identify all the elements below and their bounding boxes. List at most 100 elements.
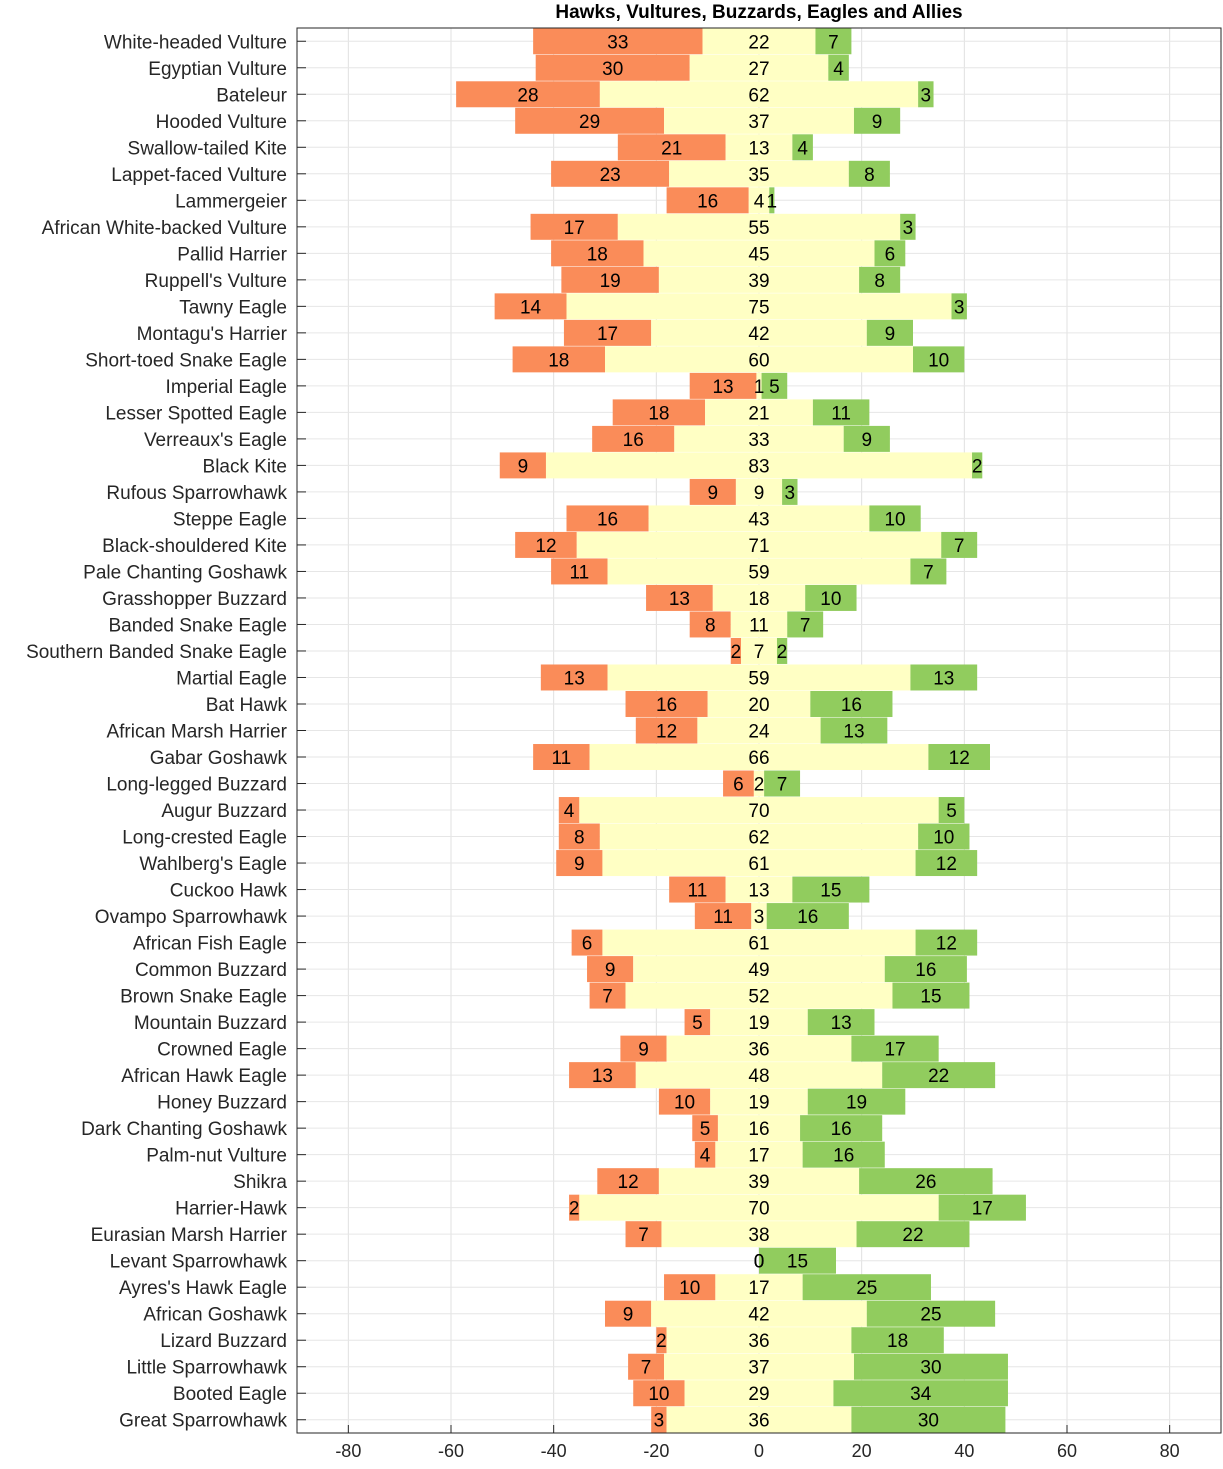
bar-right-segment [787,611,824,638]
category-label: Great Sparrowhawk [119,1411,287,1432]
data-label-left: 16 [597,509,618,530]
data-label-middle: 62 [748,85,769,106]
bar-left-segment [592,425,675,452]
data-label-right: 6 [885,244,896,265]
data-label-middle: 42 [748,1305,769,1326]
bar-middle-segment [579,797,939,824]
data-label-middle: 55 [748,218,769,239]
data-label-middle: 19 [748,1093,769,1114]
data-label-middle: 75 [748,297,769,318]
bar-right-segment [869,505,921,532]
bar-middle-segment [715,1141,803,1168]
data-label-right: 25 [856,1278,877,1299]
data-label-left: 11 [713,907,733,928]
data-label-right: 16 [841,695,862,716]
bar-middle-segment [674,425,844,452]
category-label: Ovampo Sparrowhawk [95,907,288,928]
category-label: Gabar Goshawk [150,748,288,769]
data-label-left: 17 [597,324,618,345]
bar-middle-segment [725,134,793,161]
data-label-left: 8 [574,828,585,849]
category-label: African Fish Eagle [133,934,287,955]
bar-right-segment [866,1300,996,1327]
data-label-middle: 71 [748,536,769,557]
bar-middle-segment [617,213,901,240]
bar-middle-segment [648,505,870,532]
data-label-left: 11 [551,748,571,769]
category-label: Lesser Spotted Eagle [105,403,287,424]
x-tick-label: 20 [852,1441,872,1461]
data-label-left: 23 [600,165,621,186]
bar-left-segment [689,478,736,505]
bar-middle-segment [658,1168,860,1195]
data-label-middle: 66 [748,748,769,769]
category-label: Banded Snake Eagle [108,615,287,636]
data-label-right: 13 [831,1013,852,1034]
bar-middle-segment [607,558,911,585]
bar-right-segment [843,425,890,452]
data-label-middle: 59 [748,562,769,583]
category-label: Pale Chanting Goshawk [83,562,287,583]
bar-middle-segment [748,187,770,214]
bar-right-segment [833,1380,1008,1407]
bar-right-segment [900,213,916,240]
data-label-right: 4 [833,59,844,80]
data-label-left: 7 [641,1358,652,1379]
bar-right-segment [776,637,788,664]
data-label-middle: 70 [748,801,769,822]
data-label-right: 26 [915,1172,936,1193]
data-label-middle: 13 [748,881,769,902]
bar-middle-segment [643,240,875,267]
bar-middle-segment [633,956,885,983]
bar-right-segment [915,929,978,956]
data-label-middle: 22 [748,32,769,53]
bar-left-segment [628,1353,665,1380]
category-label: Mountain Buzzard [134,1013,287,1034]
bar-left-segment [512,346,605,373]
data-label-middle: 2 [754,775,765,796]
bar-middle-segment [702,28,816,55]
category-label: Augur Buzzard [161,801,287,822]
data-label-right: 30 [920,1358,941,1379]
data-label-middle: 4 [754,191,765,212]
bar-right-segment [856,1221,970,1248]
bar-left-segment [620,1035,667,1062]
bar-middle-segment [756,372,762,399]
data-label-left: 28 [517,85,538,106]
data-label-right: 34 [910,1384,932,1405]
bar-middle-segment [605,346,913,373]
category-labels: White-headed Vulture Egyptian Vulture Bate… [26,32,288,1431]
bar-right-segment [851,1035,939,1062]
data-label-middle: 37 [748,1358,769,1379]
data-label-left: 7 [638,1225,649,1246]
bar-middle-segment [599,81,919,108]
bar-left-segment [635,717,698,744]
data-label-right: 8 [874,271,885,292]
bar-middle-segment [664,107,854,134]
data-label-left: 18 [548,350,569,371]
bar-right-segment [884,956,967,983]
bar-right-segment [764,770,801,797]
bar-middle-segment [735,478,783,505]
data-label-middle: 48 [748,1066,769,1087]
data-label-middle: 49 [748,960,769,981]
data-label-middle: 43 [748,509,769,530]
data-label-right: 9 [872,112,883,133]
data-label-left: 16 [697,191,718,212]
bar-left-segment [456,81,600,108]
data-label-middle: 35 [748,165,769,186]
bar-right-segment [918,823,970,850]
bar-right-segment [892,982,970,1009]
data-label-right: 3 [921,85,932,106]
bar-right-segment [782,478,798,505]
category-label: Palm-nut Vulture [146,1146,287,1167]
data-label-middle: 24 [748,722,770,743]
bar-left-segment [571,929,603,956]
category-label: Black Kite [203,456,287,477]
bar-middle-segment [635,1062,883,1089]
data-label-middle: 27 [748,59,769,80]
category-label: Long-crested Eagle [122,828,287,849]
data-label-right: 15 [787,1252,808,1273]
data-label-left: 9 [638,1040,649,1061]
category-label: Lizard Buzzard [160,1331,287,1352]
